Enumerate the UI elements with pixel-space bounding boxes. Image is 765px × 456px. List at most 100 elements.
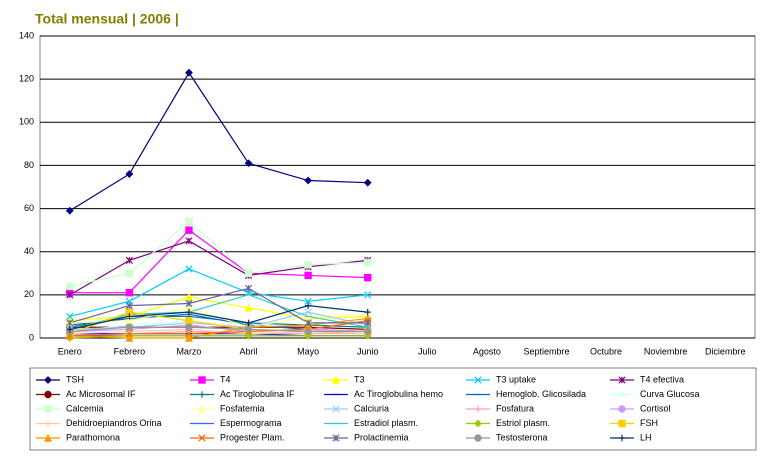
legend-label: T3 (354, 374, 365, 384)
data-point (65, 206, 74, 215)
data-point (125, 256, 133, 264)
legend-marker (198, 391, 206, 398)
legend-label: TSH (66, 374, 84, 384)
data-point (185, 317, 193, 325)
y-tick-label: 0 (29, 332, 34, 342)
legend-label: Prolactinemia (354, 432, 409, 442)
data-point (125, 269, 134, 277)
series-line (69, 305, 368, 330)
legend-marker (198, 376, 206, 384)
data-point (363, 178, 372, 187)
data-point (66, 326, 73, 333)
data-point (364, 327, 372, 336)
data-point (364, 291, 372, 299)
data-point (304, 308, 312, 316)
legend-label: Parathomona (66, 432, 120, 442)
legend-label: Calcemia (66, 403, 104, 413)
legend-label: Estriol plasm. (496, 418, 550, 428)
y-tick-label: 40 (24, 246, 34, 256)
data-point (185, 217, 193, 226)
y-tick-label: 120 (19, 74, 34, 84)
legend-marker (474, 419, 482, 428)
data-point (184, 333, 193, 342)
data-point (184, 292, 193, 301)
data-point (245, 319, 252, 327)
data-point (304, 302, 312, 309)
legend-marker (43, 433, 53, 442)
legend-label: Hemoglob. Glicosilada (496, 389, 586, 399)
legend-marker (332, 434, 340, 442)
legend-label: Ac Microsomal IF (66, 389, 136, 399)
x-tick-label: Abril (240, 346, 258, 356)
legend-label: Estradiol plasm. (354, 418, 418, 428)
legend-label: Dehidroepiandros Orina (66, 418, 162, 428)
data-point (125, 302, 133, 310)
y-tick-label: 20 (24, 289, 34, 299)
data-point (66, 312, 74, 321)
x-tick-label: Agosto (473, 346, 501, 356)
legend-label: Testosterona (496, 432, 548, 442)
legend-label: Espermograma (220, 418, 282, 428)
series-line (69, 287, 368, 324)
legend-marker (197, 404, 207, 413)
x-tick-label: Diciembre (705, 346, 746, 356)
legend-box (29, 367, 757, 451)
y-tick-label: 140 (19, 30, 34, 40)
legend-marker (332, 405, 340, 413)
legend-label: T4 (220, 374, 231, 384)
data-point (125, 289, 134, 297)
data-point (244, 303, 253, 312)
x-tick-label: Mayo (297, 346, 319, 356)
series-line (69, 220, 368, 287)
series-line (69, 326, 368, 333)
plot-area (39, 35, 756, 339)
legend-label: Fosfatemia (220, 403, 265, 413)
series-line (69, 268, 368, 318)
legend-marker (474, 434, 482, 442)
data-point (304, 297, 312, 305)
series-line (69, 229, 368, 294)
data-point (304, 327, 312, 336)
legend-label: Cortisol (640, 403, 671, 413)
x-tick-label: Enero (58, 346, 82, 356)
data-point (304, 271, 312, 280)
data-point (185, 308, 193, 316)
data-point (244, 331, 253, 340)
legend-label: T4 efectiva (640, 374, 684, 384)
chart-title: Total mensual | 2006 | (35, 11, 179, 27)
x-tick-label: Noviembre (644, 346, 688, 356)
x-tick-label: Marzo (176, 346, 201, 356)
legend-marker (618, 405, 626, 413)
series-line (69, 294, 368, 330)
legend-marker (618, 376, 626, 384)
y-tick-label: 80 (24, 160, 34, 170)
data-point (125, 333, 134, 342)
data-point (244, 284, 253, 293)
data-point (364, 319, 372, 327)
data-point (304, 260, 312, 269)
legend-marker (618, 434, 626, 442)
legend-marker (44, 420, 52, 427)
series-line (69, 240, 368, 296)
series-line (69, 320, 368, 337)
legend-label: T3 uptake (496, 374, 536, 384)
legend-marker (331, 375, 341, 384)
legend-marker (618, 390, 626, 399)
legend-marker (44, 390, 52, 399)
data-point (364, 273, 372, 282)
legend-marker (44, 376, 52, 384)
series-line (69, 71, 368, 212)
legend-label: Ac Tiroglobulina IF (220, 389, 295, 399)
legend-label: LH (640, 432, 652, 442)
data-point (244, 325, 253, 334)
data-point (364, 258, 372, 267)
legend-marker (198, 434, 206, 442)
x-tick-label: Octubre (590, 346, 622, 356)
data-point (125, 170, 134, 178)
data-point (185, 299, 193, 308)
x-tick-label: Junio (357, 346, 379, 356)
data-point (304, 319, 312, 327)
data-point (66, 319, 74, 327)
data-point (185, 226, 193, 234)
